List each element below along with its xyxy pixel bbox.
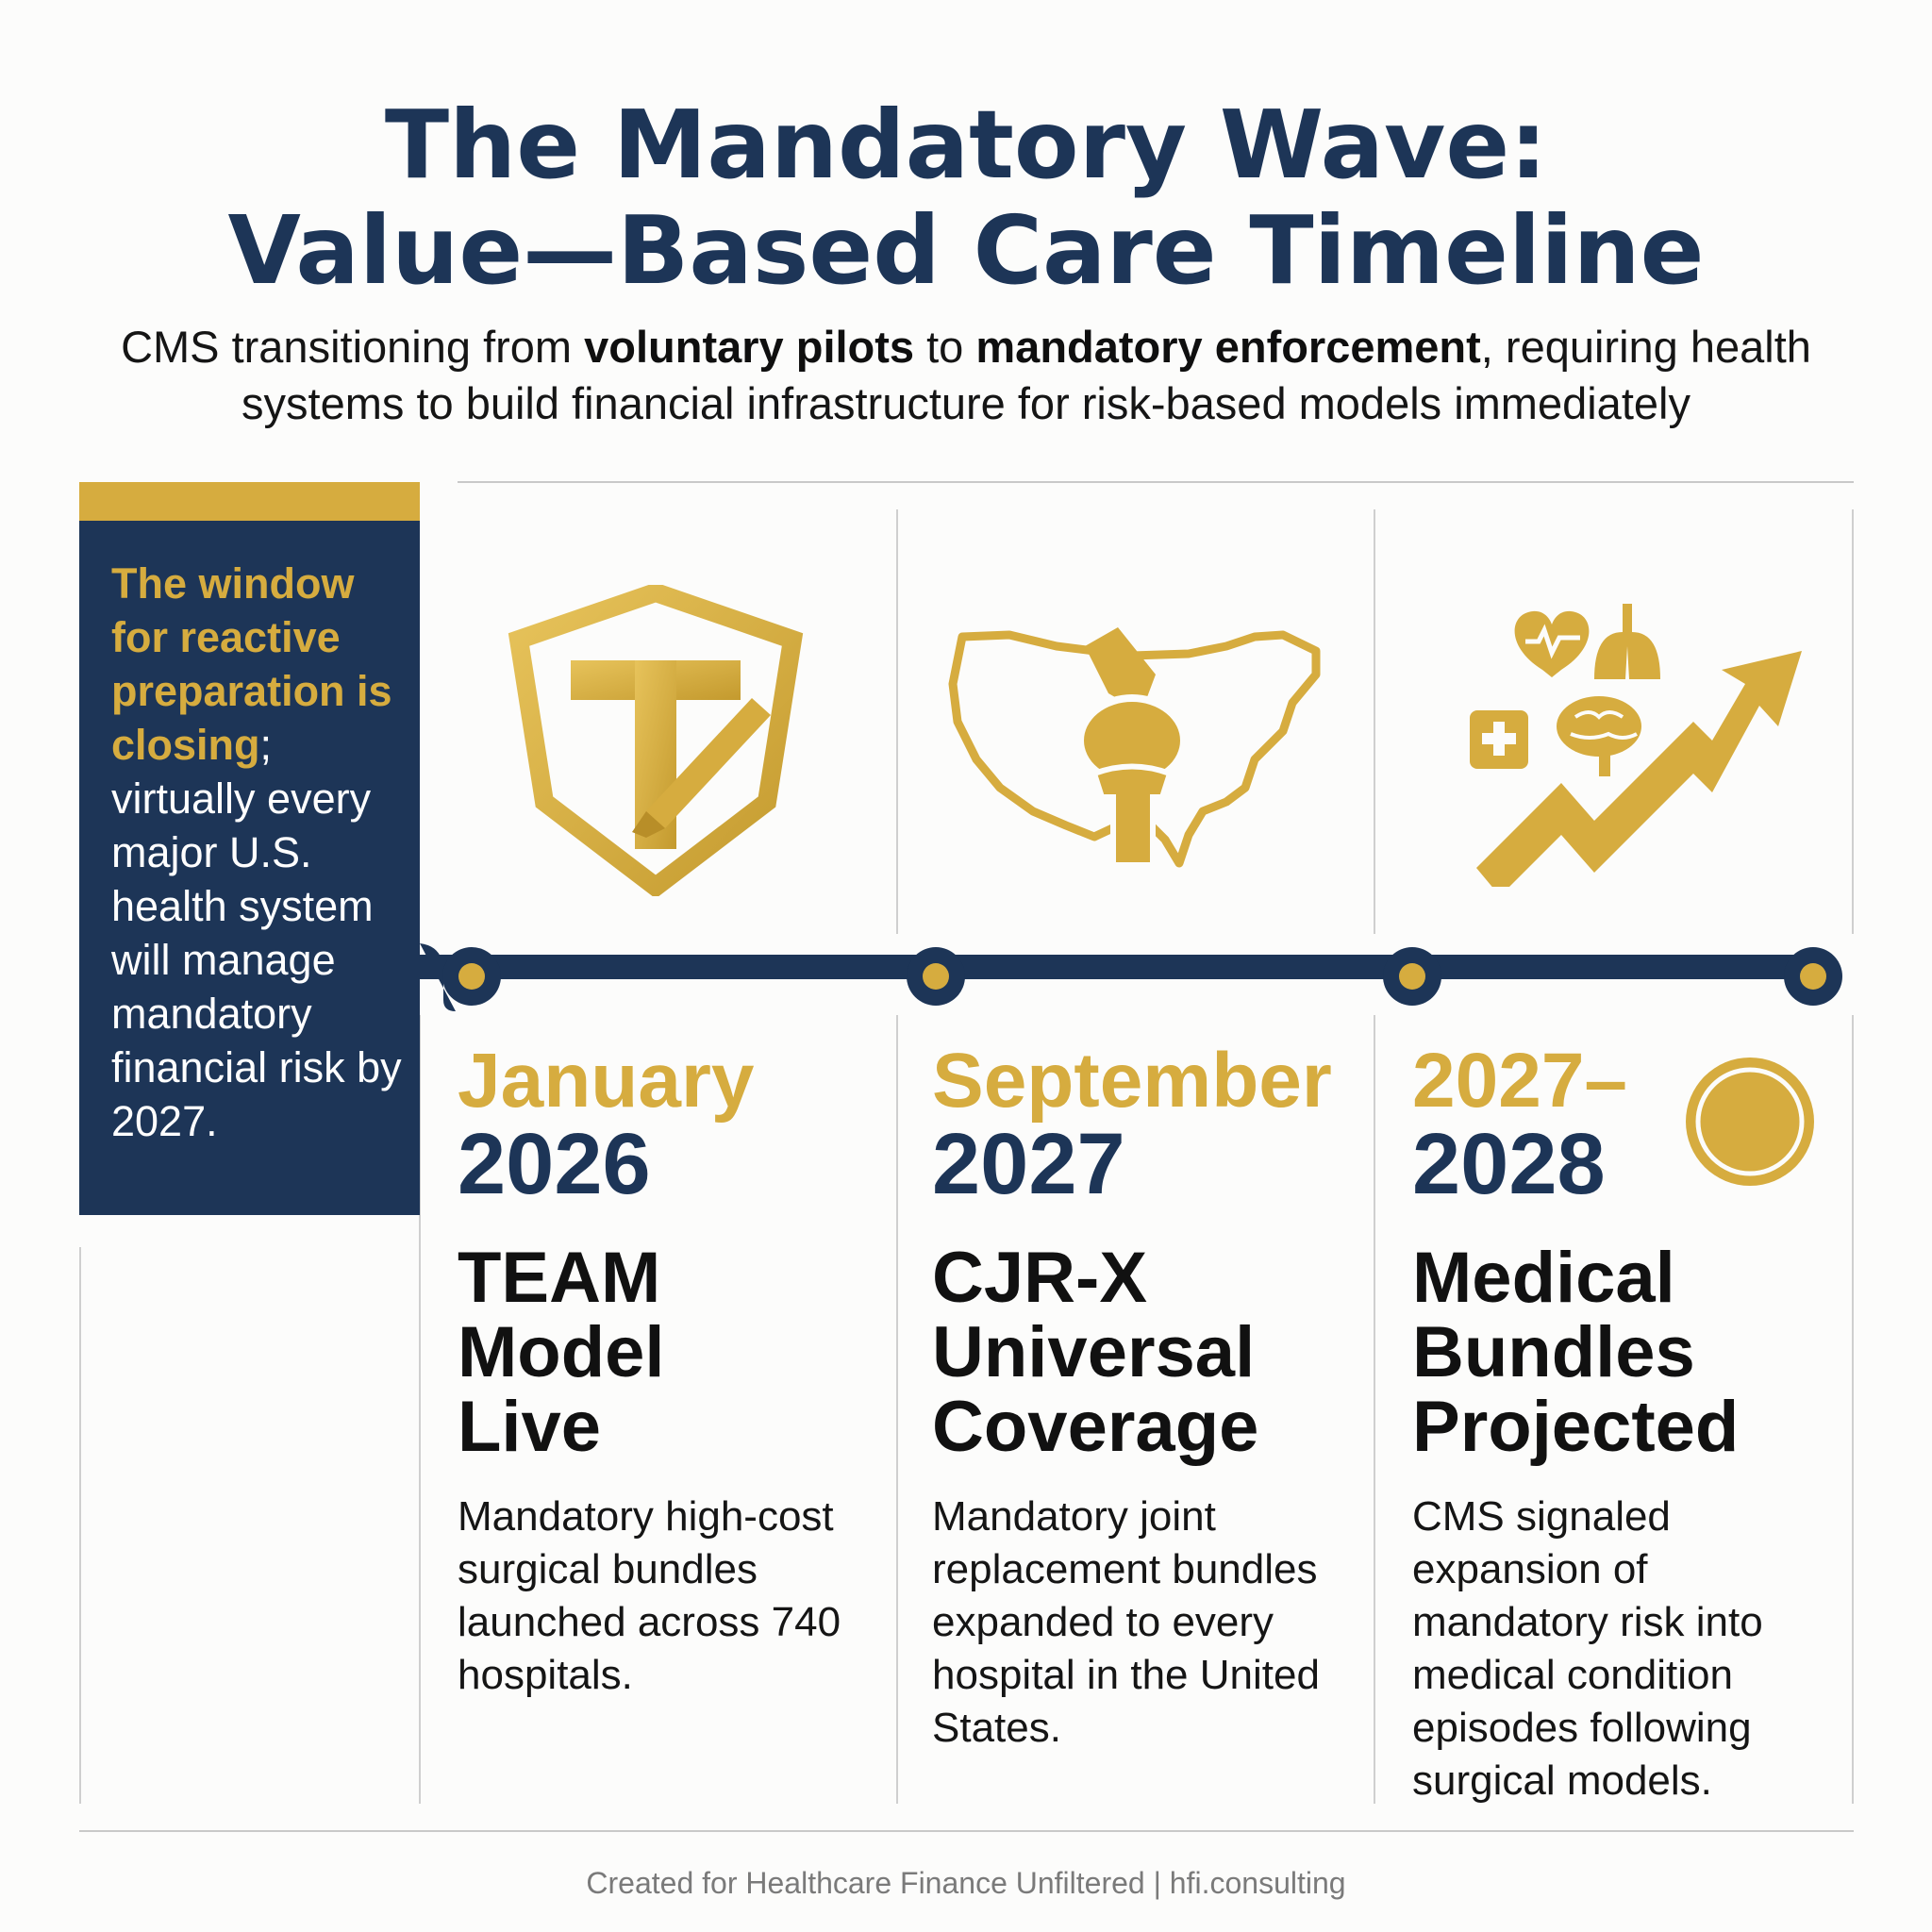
column-divider (896, 509, 898, 934)
milestone-description: Mandatory joint replacement bundles expa… (932, 1493, 1320, 1751)
column-divider (1374, 1015, 1375, 1804)
timeline-node (442, 947, 501, 1006)
sidebar-callout: The window for reactive preparation is c… (79, 521, 420, 1215)
column-divider (1852, 1015, 1854, 1804)
sidebar-text: The window for reactive preparation is c… (111, 559, 402, 1145)
milestone-description: Mandatory high-cost surgical bundles lau… (458, 1493, 841, 1698)
milestone-title: TEAM Model Live (458, 1238, 665, 1467)
medical-trend-icon (1470, 604, 1802, 887)
milestone-month: September (932, 1038, 1332, 1124)
bottom-divider (79, 1830, 1854, 1832)
column-divider (1852, 509, 1854, 934)
milestone-description: CMS signaled expansion of mandatory risk… (1412, 1493, 1763, 1804)
gold-circle-icon (1686, 1058, 1814, 1186)
milestone-title: CJR-X Universal Coverage (932, 1238, 1259, 1467)
title-line-2: Value—Based Care Timeline (227, 195, 1705, 306)
timeline-node (1784, 947, 1842, 1006)
column-divider (1374, 509, 1375, 934)
title-line-1: The Mandatory Wave: (384, 90, 1548, 200)
us-map-joint-icon (948, 627, 1321, 868)
milestone-title: Medical Bundles Projected (1412, 1238, 1740, 1467)
sidebar-accent-band (79, 482, 420, 521)
timeline-node (907, 947, 965, 1006)
subtitle: CMS transitioning from voluntary pilots … (121, 322, 1811, 428)
timeline-node (1383, 947, 1441, 1006)
column-divider (79, 1247, 81, 1804)
shield-scalpel-icon (508, 585, 804, 896)
column-divider (896, 1015, 898, 1804)
milestone-year: 2028 (1412, 1116, 1606, 1212)
footer-credit: Created for Healthcare Finance Unfiltere… (586, 1866, 1346, 1900)
milestone-year: 2027 (932, 1116, 1125, 1212)
column-divider (419, 1015, 421, 1804)
milestone-year: 2026 (458, 1116, 651, 1212)
top-divider (458, 481, 1854, 483)
milestone-month: 2027– (1412, 1038, 1628, 1124)
milestone-month: January (458, 1038, 755, 1124)
